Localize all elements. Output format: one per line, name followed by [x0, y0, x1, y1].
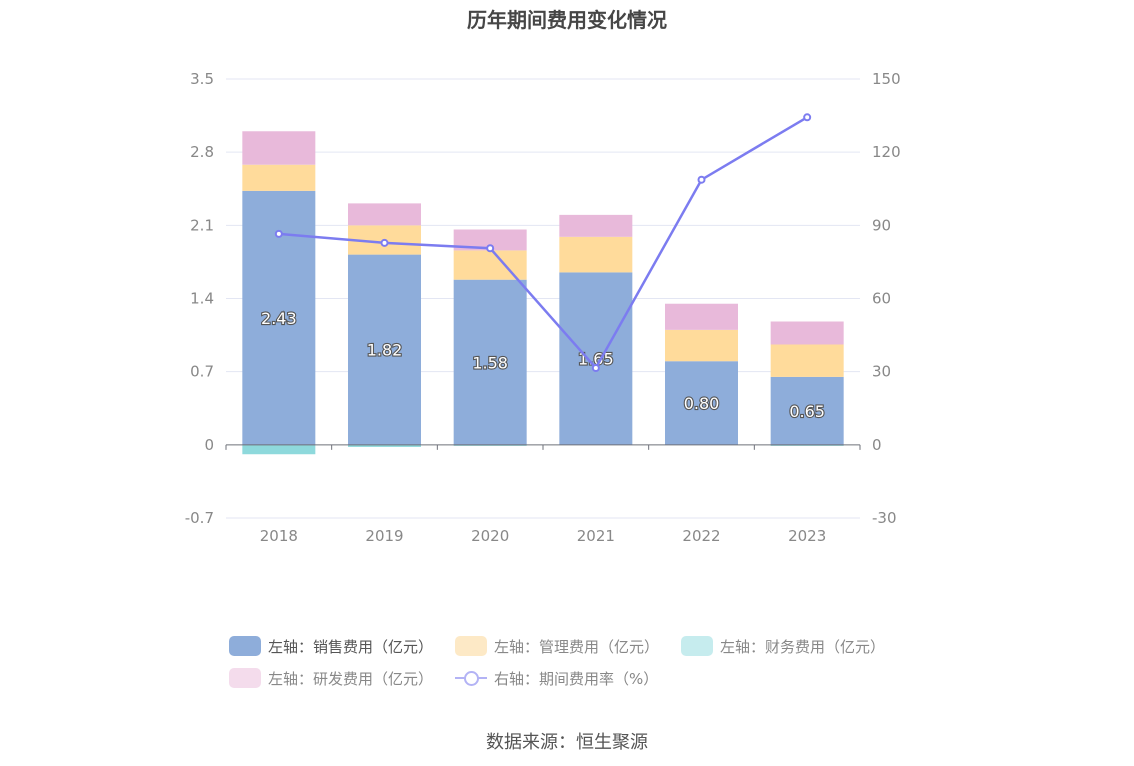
legend-label-rnd: 左轴：研发费用（亿元） — [268, 669, 434, 688]
right-axis-tick: 90 — [872, 216, 891, 234]
right-axis-tick: 30 — [872, 363, 891, 381]
x-axis-label: 2022 — [682, 527, 720, 545]
bar-value-label: 0.80 — [684, 394, 720, 413]
legend-label-expense-rate: 右轴：期间费用率（%） — [494, 669, 659, 688]
legend-swatch-sales — [229, 636, 261, 656]
expense-rate-line — [278, 116, 808, 371]
bar-4-2023 — [770, 321, 844, 345]
right-axis-tick: -30 — [872, 509, 897, 527]
bar-value-label: 1.82 — [367, 341, 403, 360]
x-axis-label: 2021 — [577, 527, 615, 545]
right-axis-tick: 0 — [872, 436, 882, 454]
bar-4-2022 — [665, 303, 738, 330]
expense-rate-point-2020 — [486, 244, 495, 253]
chart-title: 历年期间费用变化情况 — [467, 8, 667, 32]
legend-label-admin: 左轴：管理费用（亿元） — [494, 637, 660, 656]
x-axis-label: 2023 — [788, 527, 826, 545]
bar-1-2020 — [453, 279, 527, 445]
expense-rate-point-2023 — [803, 113, 812, 122]
bar-1-2023 — [770, 376, 844, 445]
left-axis-tick: -0.7 — [185, 509, 214, 527]
left-axis-tick: 2.8 — [190, 143, 214, 161]
bar-3-2023 — [770, 444, 844, 446]
left-axis-tick: 1.4 — [190, 290, 214, 308]
bar-3-2019 — [348, 444, 421, 447]
bar-2-2020 — [453, 250, 527, 280]
bar-value-label: 2.43 — [261, 309, 297, 328]
legend-swatch-expense-rate — [455, 668, 488, 688]
x-axis-label: 2019 — [365, 527, 403, 545]
legend-item-admin[interactable]: 左轴：管理费用（亿元） — [455, 636, 659, 657]
bar-1-2021 — [559, 272, 633, 445]
legend-item-rnd[interactable]: 左轴：研发费用（亿元） — [229, 668, 433, 689]
expense-rate-point-2021 — [591, 364, 600, 373]
bar-value-label: 1.58 — [472, 353, 508, 372]
bar-value-label: 0.65 — [789, 402, 825, 421]
legend-item-sales[interactable]: 左轴：销售费用（亿元） — [229, 636, 433, 657]
legend: 左轴：销售费用（亿元） 左轴：管理费用（亿元） 左轴：财务费用（亿元） 左轴：研… — [229, 630, 929, 694]
expense-rate-point-2018 — [274, 229, 283, 238]
x-axis-label: 2018 — [260, 527, 298, 545]
left-axis-tick: 2.1 — [190, 216, 214, 234]
right-axis-tick: 120 — [872, 143, 901, 161]
left-axis-tick: 0.7 — [190, 363, 214, 381]
bar-4-2021 — [559, 214, 633, 237]
bar-1-2019 — [348, 254, 421, 445]
legend-item-finance[interactable]: 左轴：财务费用（亿元） — [681, 636, 885, 657]
left-axis-tick: 0 — [204, 436, 214, 454]
legend-swatch-rnd — [229, 668, 261, 688]
legend-item-expense-rate[interactable]: 右轴：期间费用率（%） — [455, 668, 658, 689]
bar-2-2022 — [665, 329, 738, 362]
left-axis-tick: 3.5 — [190, 70, 214, 88]
legend-label-sales: 左轴：销售费用（亿元） — [268, 637, 434, 656]
bar-2-2021 — [559, 236, 633, 273]
bar-4-2020 — [453, 229, 527, 251]
bar-4-2018 — [242, 131, 316, 165]
x-axis-label: 2020 — [471, 527, 509, 545]
expense-rate-point-2019 — [380, 238, 389, 247]
expense-rate-point-2022 — [697, 175, 706, 184]
bar-2-2018 — [242, 164, 316, 191]
bar-4-2019 — [348, 203, 421, 226]
right-axis-tick: 150 — [872, 70, 901, 88]
legend-swatch-finance — [681, 636, 714, 656]
bar-3-2020 — [453, 444, 527, 446]
legend-swatch-admin — [455, 636, 488, 656]
bar-1-2022 — [665, 361, 738, 445]
source-note: 数据来源：恒生聚源 — [486, 732, 648, 753]
right-axis-tick: 60 — [872, 290, 891, 308]
legend-label-finance: 左轴：财务费用（亿元） — [720, 637, 886, 656]
bar-2-2023 — [770, 344, 844, 377]
bar-3-2018 — [242, 444, 316, 455]
